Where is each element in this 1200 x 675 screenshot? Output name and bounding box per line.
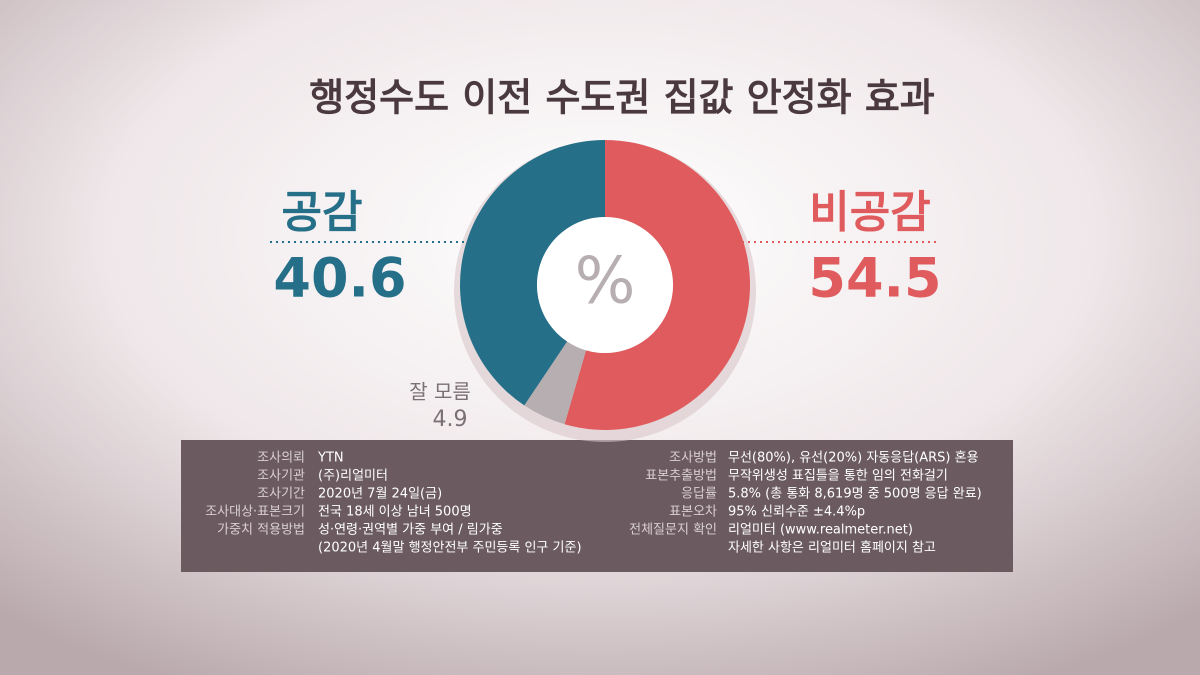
category-label: 비공감 [809,187,930,238]
pie-slice [460,140,605,406]
value-label: 4.9 [433,407,468,432]
center-label: % [575,245,636,319]
info-label: 표본오차 [669,505,717,520]
info-note: (2020년 4월말 행정안전부 주민등록 인구 기준) [318,540,582,556]
pie-slice [564,140,750,430]
info-value: YTN [317,451,344,466]
info-value: 성·연령·권역별 가중 부여 / 림가중 [318,523,503,538]
center-hole [537,217,673,353]
category-label: 공감 [282,187,363,238]
chart-title: 행정수도 이전 수도권 집값 안정화 효과 [309,76,935,120]
info-label: 표본추출방법 [645,469,717,484]
value-label: 54.5 [808,247,941,310]
info-label: 조사의뢰 [257,451,305,466]
info-label: 전체질문지 확인 [629,523,717,538]
info-value: 5.8% (총 통화 8,619명 중 500명 응답 완료) [728,487,982,502]
category-label: 잘 모름 [409,380,471,404]
info-label: 조사방법 [669,451,717,466]
info-box [181,440,1013,572]
info-value: 2020년 7월 24일(금) [318,487,442,502]
info-label: 응답률 [681,487,717,502]
info-label: 조사기간 [257,487,305,502]
info-label: 가중치 적용방법 [217,523,305,538]
info-label: 조사기관 [257,469,305,484]
info-label: 조사대상·표본크기 [205,505,305,520]
info-value: 무선(80%), 유선(20%) 자동응답(ARS) 혼용 [728,451,979,466]
info-value: 전국 18세 이상 남녀 500명 [318,505,472,520]
value-label: 40.6 [273,247,406,310]
pie-slice [524,341,587,425]
info-note: 자세한 사항은 리얼미터 홈페이지 참고 [728,541,936,556]
info-value: 무작위생성 표집틀을 통한 임의 전화걸기 [728,469,948,484]
info-value: 95% 신뢰수준 ±4.4%p [728,505,865,520]
info-value: 리얼미터 (www.realmeter.net) [728,523,913,538]
info-value: (주)리얼미터 [318,469,388,484]
